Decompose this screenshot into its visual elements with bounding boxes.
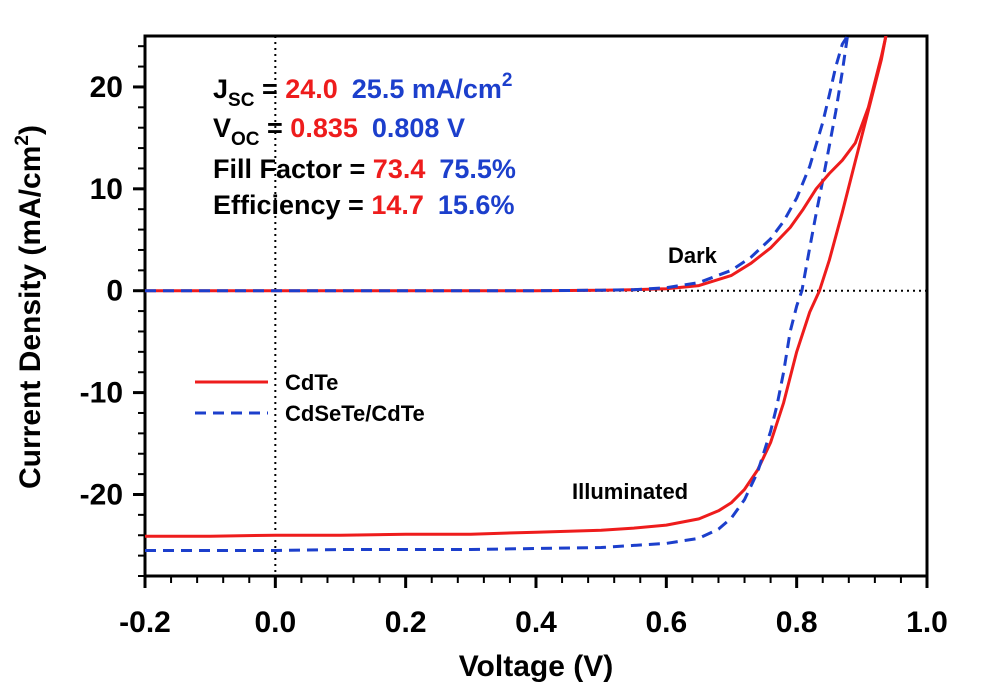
y-axis-title: Current Density (mA/cm2)	[12, 125, 47, 489]
legend-label-cdte: CdTe	[285, 370, 338, 395]
series-group	[145, 36, 888, 552]
y-axis-title-close: )	[14, 125, 47, 135]
ff-cdsete-value: 75.5%	[439, 154, 516, 184]
jsc-cdte-value: 24.0	[285, 74, 338, 104]
jsc-cdsete-value: 25.5 mA/cm	[352, 74, 502, 104]
eff-cdte-value: 14.7	[371, 190, 424, 220]
voc-cdte-value: 0.835	[290, 113, 358, 143]
x-axis-ticks	[143, 576, 929, 588]
x-tick-label: 1.0	[906, 606, 948, 639]
jsc-symbol: J	[213, 74, 228, 104]
ff-cdte-value: 73.4	[373, 154, 426, 184]
x-tick-labels: -0.2 0.0 0.2 0.4 0.6 0.8 1.0	[119, 606, 948, 639]
eff-cdsete-value: 15.6%	[438, 190, 515, 220]
cdsete-cdte-dark-curve	[145, 36, 849, 293]
y-tick-labels: -20 -10 0 10 20	[80, 71, 123, 512]
jsc-equals: =	[254, 74, 285, 104]
ff-label: Fill Factor =	[213, 154, 373, 184]
voc-cdsete-value: 0.808 V	[372, 113, 465, 143]
parameter-annotations: JSC = 24.0 25.5 mA/cm2 VOC = 0.835 0.808 V…	[213, 70, 516, 220]
voc-equals: =	[260, 113, 291, 143]
voc-sub: OC	[231, 129, 260, 150]
cdte-illuminated-curve	[145, 36, 888, 538]
x-tick-label: -0.2	[119, 606, 171, 639]
y-tick-label: -20	[80, 478, 123, 511]
legend: CdTe CdSeTe/CdTe	[195, 370, 425, 426]
y-axis-title-main: Current Density (mA/cm	[14, 146, 47, 489]
eff-annotation: Efficiency = 14.7 15.6%	[213, 190, 514, 220]
voc-symbol: V	[213, 113, 231, 143]
y-tick-label: 10	[90, 173, 123, 206]
x-tick-label: 0.6	[645, 606, 687, 639]
x-tick-label: 0.2	[385, 606, 427, 639]
x-tick-label: 0.0	[254, 606, 296, 639]
x-tick-label: 0.8	[776, 606, 818, 639]
voc-annotation: VOC = 0.835 0.808 V	[213, 113, 465, 150]
jsc-sub: SC	[228, 90, 255, 111]
jsc-unit-sup: 2	[502, 70, 513, 91]
y-axis-title-sup: 2	[12, 135, 33, 146]
y-tick-label: 0	[106, 275, 123, 308]
dark-curve-label: Dark	[668, 243, 718, 268]
illuminated-curve-label: Illuminated	[572, 479, 688, 504]
eff-label: Efficiency =	[213, 190, 371, 220]
jsc-annotation: JSC = 24.0 25.5 mA/cm2	[213, 70, 512, 111]
cdsete-cdte-illuminated-curve	[145, 36, 849, 552]
ff-annotation: Fill Factor = 73.4 75.5%	[213, 154, 516, 184]
legend-label-cdsete: CdSeTe/CdTe	[285, 401, 425, 426]
y-tick-label: -10	[80, 377, 123, 410]
x-tick-label: 0.4	[515, 606, 557, 639]
x-axis-title: Voltage (V)	[459, 650, 613, 683]
y-tick-label: 20	[90, 71, 123, 104]
y-axis-ticks	[133, 45, 145, 577]
